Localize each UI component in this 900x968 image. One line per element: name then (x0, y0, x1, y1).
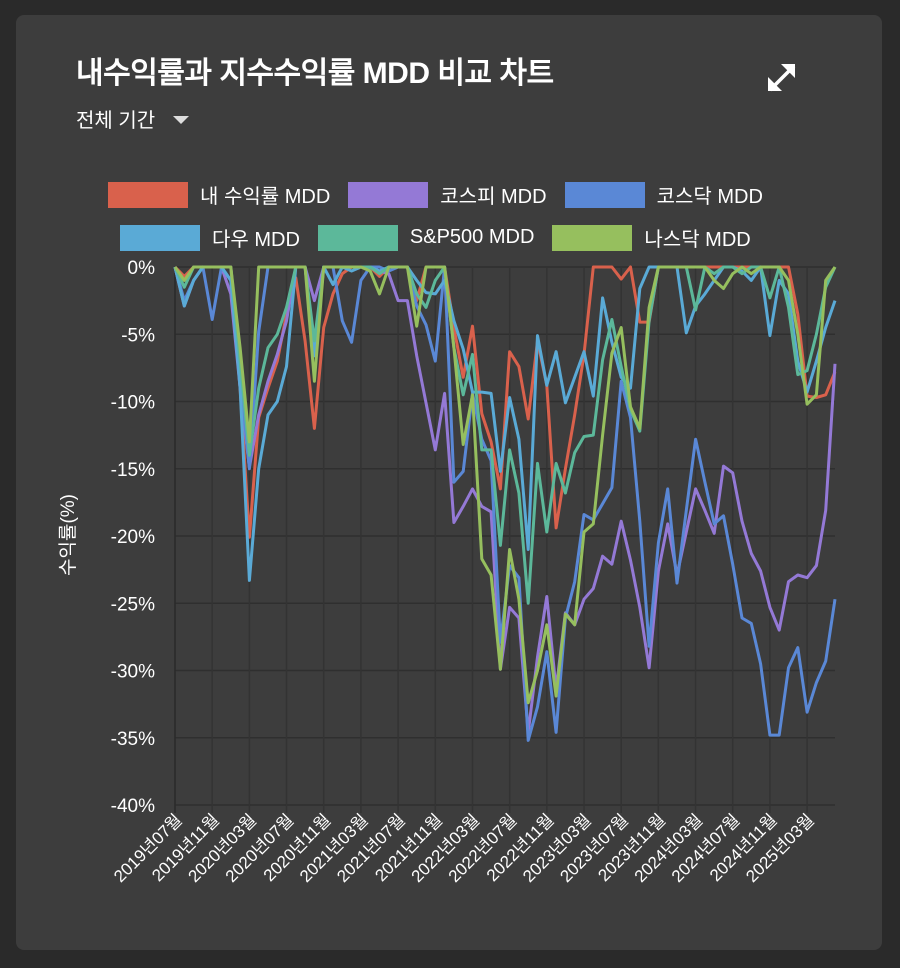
legend-swatch (108, 181, 188, 208)
series-line-5 (173, 265, 837, 705)
legend-row: 내 수익률 MDD 코스피 MDD 코스닥 MDD (108, 180, 781, 209)
legend-swatch (317, 224, 398, 251)
chart-title: 내수익률과 지수수익률 MDD 비교 차트 (76, 57, 554, 90)
y-tick-label: -35% (111, 729, 155, 750)
legend-label: S&P500 MDD (409, 226, 535, 248)
expand-arrows-icon[interactable] (762, 58, 802, 98)
series-line-4 (173, 265, 837, 605)
legend-item[interactable]: 코스피 MDD (348, 180, 547, 209)
legend-label: 코스피 MDD (440, 186, 547, 208)
y-tick-label: -15% (111, 460, 155, 481)
legend-swatch (564, 181, 645, 208)
legend-item[interactable]: 나스닥 MDD (552, 223, 751, 252)
chart-card (16, 15, 882, 950)
legend-item[interactable]: S&P500 MDD (317, 224, 535, 251)
chevron-down-icon (173, 115, 190, 124)
legend-swatch (552, 224, 633, 251)
period-select-label: 전체 기간 (76, 110, 156, 132)
legend-row: 다우 MDD S&P500 MDD 나스닥 MDD (120, 223, 769, 252)
legend-label: 나스닥 MDD (644, 229, 751, 251)
y-tick-label: -25% (111, 594, 155, 615)
legend-label: 다우 MDD (212, 229, 300, 251)
y-axis-title: 수익률(%) (57, 494, 79, 576)
legend-label: 내 수익률 MDD (200, 186, 331, 208)
y-tick-label: -20% (111, 527, 155, 548)
legend-item[interactable]: 다우 MDD (120, 223, 300, 252)
period-select[interactable]: 전체 기간 (76, 104, 190, 133)
series-line-1 (173, 265, 837, 734)
legend-item[interactable]: 코스닥 MDD (564, 180, 763, 209)
y-tick-label: -30% (111, 662, 155, 683)
y-tick-label: -40% (111, 796, 155, 817)
legend-label: 코스닥 MDD (656, 186, 763, 208)
legend-swatch (348, 181, 429, 208)
legend-swatch (120, 224, 200, 251)
y-tick-label: -5% (121, 325, 155, 346)
y-tick-label: -10% (111, 393, 155, 414)
y-tick-label: 0% (128, 258, 156, 279)
legend-item[interactable]: 내 수익률 MDD (108, 180, 330, 209)
series-line-3 (173, 265, 837, 582)
